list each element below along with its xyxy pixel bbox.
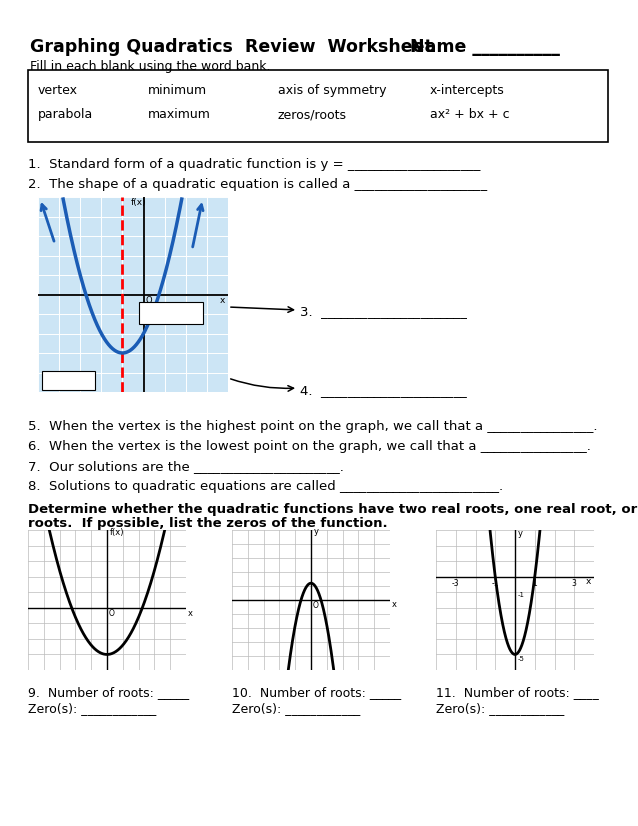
Text: y: y xyxy=(518,529,523,539)
Text: 7.  Our solutions are the ______________________.: 7. Our solutions are the _______________… xyxy=(28,460,344,473)
Text: zeros/roots: zeros/roots xyxy=(278,108,347,121)
Text: Name __________: Name __________ xyxy=(410,38,560,56)
Text: minimum: minimum xyxy=(148,84,207,97)
Text: Graphing Quadratics  Review  Worksheet: Graphing Quadratics Review Worksheet xyxy=(30,38,433,56)
Text: Determine whether the quadratic functions have two real roots, one real root, or: Determine whether the quadratic function… xyxy=(28,503,638,516)
Text: axis of symmetry: axis of symmetry xyxy=(278,84,387,97)
Text: f(x): f(x) xyxy=(109,528,124,537)
Text: 11.  Number of roots: ____: 11. Number of roots: ____ xyxy=(436,686,598,699)
Bar xyxy=(28,70,608,142)
Text: maximum: maximum xyxy=(148,108,211,121)
Text: x: x xyxy=(219,297,225,306)
Bar xyxy=(42,371,95,390)
Text: y: y xyxy=(313,527,318,536)
Text: 2.  The shape of a quadratic equation is called a ____________________: 2. The shape of a quadratic equation is … xyxy=(28,178,487,191)
Text: -3: -3 xyxy=(452,579,459,588)
Text: 3.  ______________________: 3. ______________________ xyxy=(300,305,467,318)
Text: x: x xyxy=(392,600,397,609)
Text: x-intercepts: x-intercepts xyxy=(430,84,505,97)
Text: 1.  Standard form of a quadratic function is y = ____________________: 1. Standard form of a quadratic function… xyxy=(28,158,480,171)
Text: -5: -5 xyxy=(518,656,525,662)
Text: O: O xyxy=(145,297,152,306)
Text: 8.  Solutions to quadratic equations are called ________________________.: 8. Solutions to quadratic equations are … xyxy=(28,480,503,493)
Text: Zero(s): ____________: Zero(s): ____________ xyxy=(436,702,564,715)
Text: 3: 3 xyxy=(572,579,577,588)
Text: O: O xyxy=(108,610,114,619)
Text: 5.  When the vertex is the highest point on the graph, we call that a __________: 5. When the vertex is the highest point … xyxy=(28,420,598,433)
Text: roots.  If possible, list the zeros of the function.: roots. If possible, list the zeros of th… xyxy=(28,517,388,530)
Text: -1: -1 xyxy=(491,579,499,588)
Text: 10.  Number of roots: _____: 10. Number of roots: _____ xyxy=(232,686,401,699)
Text: f(x): f(x) xyxy=(131,197,147,206)
Text: Fill in each blank using the word bank.: Fill in each blank using the word bank. xyxy=(30,60,271,73)
Text: O: O xyxy=(313,601,318,610)
Text: 1: 1 xyxy=(532,579,537,588)
Text: -1: -1 xyxy=(518,592,525,598)
Text: 9.  Number of roots: _____: 9. Number of roots: _____ xyxy=(28,686,189,699)
Text: Zero(s): ____________: Zero(s): ____________ xyxy=(232,702,360,715)
Text: ax² + bx + c: ax² + bx + c xyxy=(430,108,510,121)
Text: x: x xyxy=(586,577,591,586)
Text: vertex: vertex xyxy=(38,84,78,97)
Text: parabola: parabola xyxy=(38,108,93,121)
Bar xyxy=(139,302,203,324)
Text: x: x xyxy=(188,609,193,618)
Text: 4.  ______________________: 4. ______________________ xyxy=(300,384,467,397)
Text: 6.  When the vertex is the lowest point on the graph, we call that a ___________: 6. When the vertex is the lowest point o… xyxy=(28,440,591,453)
Text: Zero(s): ____________: Zero(s): ____________ xyxy=(28,702,156,715)
